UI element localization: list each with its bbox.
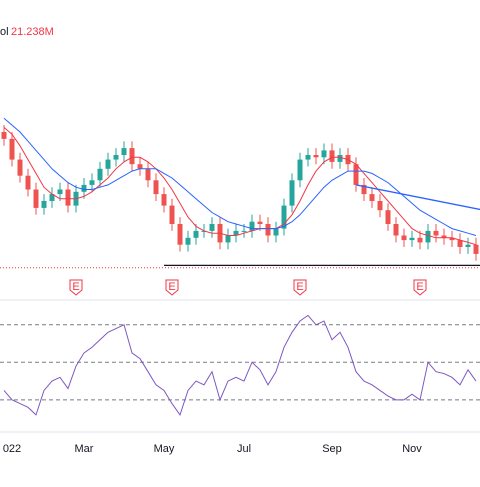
event-label: E xyxy=(72,281,79,293)
candle-body xyxy=(417,237,423,243)
candle-body xyxy=(329,150,335,162)
candle-body xyxy=(457,240,463,247)
candle-body xyxy=(297,159,303,181)
event-marker xyxy=(413,279,427,296)
candle-body xyxy=(289,180,295,206)
candle-body xyxy=(377,201,383,211)
rsi-line xyxy=(3,314,477,416)
candle-body xyxy=(97,168,103,181)
candle-body xyxy=(369,194,375,201)
candle-body xyxy=(177,224,183,245)
candle-body xyxy=(145,168,151,181)
candle-body xyxy=(273,228,279,236)
x-tick-label: Jul xyxy=(237,443,251,455)
candle-body xyxy=(305,155,311,160)
candle-body xyxy=(185,237,191,245)
event-marker xyxy=(165,279,179,296)
candle-body xyxy=(65,189,71,206)
candle-body xyxy=(81,184,87,192)
x-tick-label: 022 xyxy=(3,443,21,455)
candle-body xyxy=(353,164,359,185)
event-marker xyxy=(293,279,307,296)
candle-body xyxy=(385,210,391,224)
candle-body xyxy=(209,224,215,231)
candle-body xyxy=(409,237,415,241)
candle-body xyxy=(17,159,23,176)
candle-body xyxy=(57,189,63,195)
candle-body xyxy=(361,184,367,195)
candle-body xyxy=(281,205,287,229)
candle-body xyxy=(193,230,199,238)
candle-body xyxy=(225,235,231,243)
volume-value: 21.238M xyxy=(11,26,54,38)
trendline xyxy=(355,184,480,211)
candle-body xyxy=(169,205,175,224)
candle-body xyxy=(401,235,407,241)
x-tick-label: May xyxy=(154,443,175,455)
event-label: E xyxy=(296,281,303,293)
candle-body xyxy=(393,224,399,236)
candle-body xyxy=(41,201,47,208)
candle-body xyxy=(25,175,31,190)
candle-body xyxy=(9,138,15,160)
candle-body xyxy=(257,221,263,224)
candle-body xyxy=(161,194,167,206)
event-marker xyxy=(69,279,83,296)
candle-body xyxy=(465,244,471,247)
candle-body xyxy=(473,244,479,254)
candle-body xyxy=(105,159,111,169)
x-tick-label: Nov xyxy=(402,443,422,455)
candle-body xyxy=(137,164,143,169)
candle-body xyxy=(233,230,239,236)
volume-label: ol xyxy=(0,26,9,38)
candle-body xyxy=(49,194,55,201)
candle-body xyxy=(129,148,135,165)
candle-body xyxy=(313,155,319,158)
x-tick-label: Sep xyxy=(322,443,342,455)
candle-body xyxy=(321,150,327,158)
candle-body xyxy=(33,189,39,208)
candle-body xyxy=(425,230,431,243)
moving-average xyxy=(3,117,477,236)
candle-body xyxy=(337,155,343,162)
candle-body xyxy=(441,235,447,238)
candle-body xyxy=(153,180,159,195)
candle-body xyxy=(113,155,119,160)
candle-body xyxy=(1,132,7,139)
candle-body xyxy=(449,237,455,241)
candle-body xyxy=(433,230,439,236)
candle-body xyxy=(265,224,271,236)
event-label: E xyxy=(168,281,175,293)
candle-body xyxy=(241,230,247,232)
x-tick-label: Mar xyxy=(75,443,94,455)
candle-body xyxy=(249,221,255,231)
candle-body xyxy=(89,180,95,185)
event-label: E xyxy=(416,281,423,293)
moving-average xyxy=(3,127,477,246)
candle-body xyxy=(121,148,127,155)
